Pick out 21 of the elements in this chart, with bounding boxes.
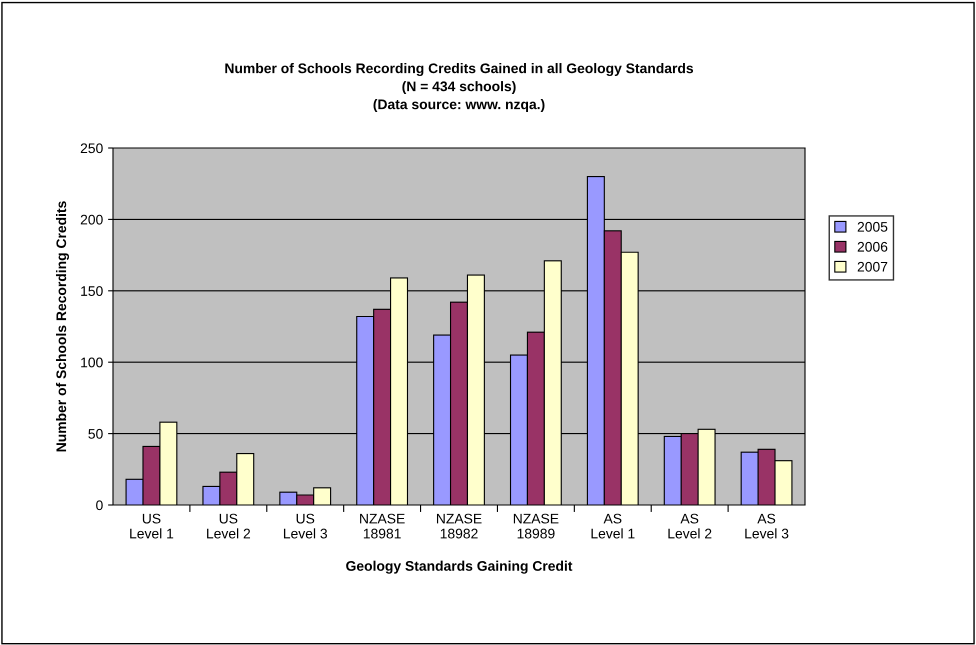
x-tick-label: US Level 3 [284,514,328,538]
x-tick-label: US Level 2 [207,514,250,538]
y-tick-label: 50 [88,428,103,439]
y-tick-label: 150 [81,286,103,296]
y-axis-title: Number of Schools Recording Credits [56,201,69,452]
y-tick-label: 100 [81,358,103,368]
x-tick-label: AS Level 3 [745,514,788,538]
y-tick-label: 200 [80,214,103,225]
x-tick-label: AS Level 2 [668,514,712,538]
x-tick-label: US Level 1 [130,514,174,538]
chart-title: Number of Schools Recording Credits Gained in all Geology Standards (N = 434 schools) (Data source: www. nzqa.) [225,63,694,112]
legend-label: 2006 [858,242,888,252]
x-tick-label: AS Level 1 [592,514,634,538]
x-tick-label: NZASE 18982 [436,514,482,538]
x-axis-title: Geology Standards Gaining Credit [346,560,572,574]
x-tick-label: NZASE 18989 [514,514,558,538]
legend-label: 2005 [858,222,888,232]
y-tick-label: 0 [96,500,103,510]
x-tick-label: NZASE 18981 [360,514,405,538]
legend-label: 2007 [858,262,888,272]
y-tick-label: 250 [80,143,103,154]
